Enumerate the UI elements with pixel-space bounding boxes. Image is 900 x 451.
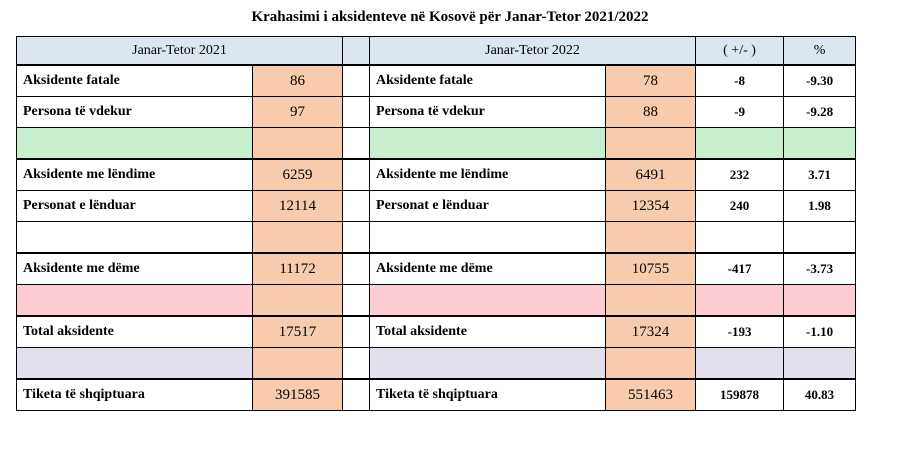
row-value-2021: 391585: [251, 378, 344, 411]
header-period-2022: Janar-Tetor 2022: [369, 36, 697, 66]
row-value-2022: 17324: [605, 315, 697, 348]
row-diff: -8: [695, 64, 785, 97]
row-pct: -3.73: [783, 252, 857, 285]
row-label-2021: Aksidente me lëndime: [16, 158, 253, 191]
row-diff: -9: [695, 96, 785, 128]
separator-row-lavender: [16, 347, 857, 380]
header-row: Janar-Tetor 2021 Janar-Tetor 2022 ( +/- …: [15, 36, 857, 66]
row-value-2022: 88: [605, 96, 697, 128]
row-pct: 3.71: [783, 158, 857, 191]
row-diff: -193: [695, 315, 785, 348]
gap-cell: [342, 378, 371, 411]
row-label-2022: Aksidente fatale: [369, 64, 607, 97]
row-value-2022: 551463: [605, 378, 697, 411]
row-diff: 240: [695, 190, 785, 222]
row-label-2021: Total aksidente: [16, 315, 253, 348]
accidents-comparison-table: Janar-Tetor 2021 Janar-Tetor 2022 ( +/- …: [15, 36, 857, 411]
gap-cell: [342, 252, 371, 285]
gap-cell: [342, 96, 371, 128]
table-row: Personat e lënduar 12114 Personat e lënd…: [16, 190, 857, 222]
row-diff: 159878: [695, 378, 785, 411]
row-value-2022: 78: [605, 64, 697, 97]
row-pct: 1.98: [783, 190, 857, 222]
row-label-2021: Personat e lënduar: [16, 190, 253, 222]
gap-cell: [342, 158, 371, 191]
row-value-2021: 6259: [251, 158, 344, 191]
row-pct: -9.30: [783, 64, 857, 97]
table-row: Tiketa të shqiptuara 391585 Tiketa të sh…: [16, 378, 857, 411]
table-row: Total aksidente 17517 Total aksidente 17…: [16, 315, 857, 348]
row-diff: 232: [695, 158, 785, 191]
row-diff: -417: [695, 252, 785, 285]
row-value-2021: 12114: [251, 190, 344, 222]
separator-row-green: [16, 127, 857, 160]
separator-row-white: [16, 221, 857, 254]
row-value-2021: 17517: [251, 315, 344, 348]
header-period-2021: Janar-Tetor 2021: [15, 36, 344, 66]
row-label-2022: Aksidente me dëme: [369, 252, 607, 285]
table-row: Aksidente fatale 86 Aksidente fatale 78 …: [16, 64, 857, 97]
row-value-2022: 6491: [605, 158, 697, 191]
gap-cell: [342, 315, 371, 348]
row-value-2021: 86: [251, 64, 344, 97]
separator-row-pink: [16, 284, 857, 317]
header-pct: %: [783, 36, 857, 66]
row-value-2021: 11172: [251, 252, 344, 285]
table-row: Aksidente me dëme 11172 Aksidente me dëm…: [16, 252, 857, 285]
row-label-2022: Persona të vdekur: [369, 96, 607, 128]
row-label-2021: Persona të vdekur: [16, 96, 253, 128]
table-title: Krahasimi i aksidenteve në Kosovë për Ja…: [251, 9, 649, 25]
gap-cell: [342, 190, 371, 222]
table-row: Aksidente me lëndime 6259 Aksidente me l…: [16, 158, 857, 191]
row-label-2021: Aksidente me dëme: [16, 252, 253, 285]
row-label-2021: Tiketa të shqiptuara: [16, 378, 253, 411]
row-value-2022: 10755: [605, 252, 697, 285]
row-label-2022: Personat e lënduar: [369, 190, 607, 222]
row-label-2022: Aksidente me lëndime: [369, 158, 607, 191]
row-pct: -1.10: [783, 315, 857, 348]
row-value-2022: 12354: [605, 190, 697, 222]
row-pct: -9.28: [783, 96, 857, 128]
row-label-2021: Aksidente fatale: [16, 64, 253, 97]
row-pct: 40.83: [783, 378, 857, 411]
table-row: Persona të vdekur 97 Persona të vdekur 8…: [16, 96, 857, 128]
header-diff: ( +/- ): [695, 36, 785, 66]
gap-cell: [342, 64, 371, 97]
gap-cell: [342, 36, 371, 66]
row-label-2022: Total aksidente: [369, 315, 607, 348]
row-label-2022: Tiketa të shqiptuara: [369, 378, 607, 411]
row-value-2021: 97: [251, 96, 344, 128]
